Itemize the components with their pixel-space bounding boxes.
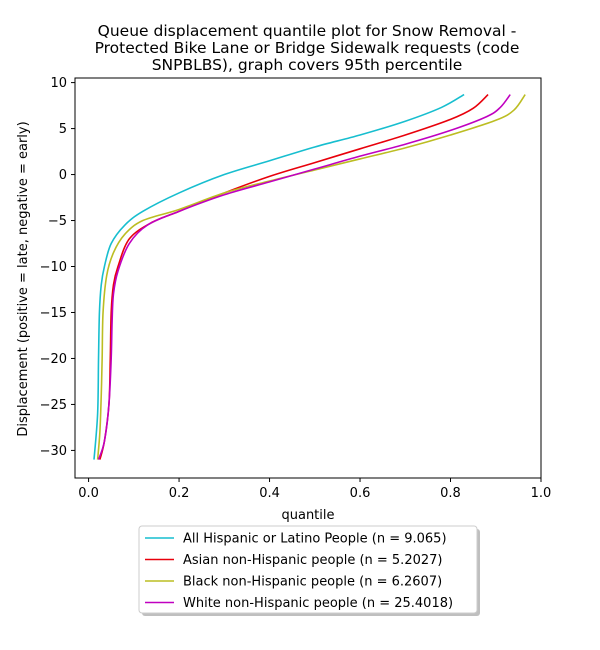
y-axis-label: Displacement (positive = late, negative …: [16, 121, 31, 436]
series-line-4: [97, 94, 511, 460]
x-tick-label: 0.8: [440, 486, 461, 501]
y-tick-label: 0: [59, 168, 67, 183]
y-tick-label: −20: [40, 352, 67, 367]
x-tick-label: 0.6: [350, 486, 371, 501]
title-line-3: SNPBLBS), graph covers 95th percentile: [152, 56, 463, 74]
legend-box: [138, 525, 478, 614]
series-lines: [93, 93, 526, 460]
x-axis-ticks: 0.0 0.2 0.4 0.6 0.8 1.0: [78, 478, 551, 501]
y-tick-label: −25: [40, 398, 67, 413]
legend-label: All Hispanic or Latino People (n = 9.065…: [183, 532, 447, 547]
legend-label: Asian non-Hispanic people (n = 5.2027): [183, 553, 442, 568]
x-tick-label: 1.0: [531, 486, 552, 501]
legend: All Hispanic or Latino People (n = 9.065…: [138, 525, 480, 616]
y-axis-ticks: 10 5 0 −5 −10 −15 −20 −25 −30: [40, 76, 75, 459]
title-line-1: Queue displacement quantile plot for Sno…: [98, 22, 517, 40]
y-tick-label: −5: [48, 214, 67, 229]
series-line-2: [99, 93, 489, 460]
legend-label: Black non-Hispanic people (n = 6.2607): [183, 575, 442, 590]
series-line-3: [96, 94, 526, 460]
y-tick-label: −30: [40, 444, 67, 459]
y-tick-label: −10: [40, 260, 67, 275]
y-tick-label: −15: [40, 306, 67, 321]
series-line-1: [93, 93, 465, 460]
legend-label: White non-Hispanic people (n = 25.4018): [183, 596, 453, 611]
plot-area: [74, 77, 542, 479]
title-line-2: Protected Bike Lane or Bridge Sidewalk r…: [95, 39, 520, 57]
chart-title: Queue displacement quantile plot for Sno…: [95, 22, 520, 74]
x-tick-label: 0.2: [169, 486, 190, 501]
x-axis-label: quantile: [281, 508, 334, 523]
x-tick-label: 0.0: [78, 486, 99, 501]
y-tick-label: 10: [50, 76, 67, 91]
x-tick-label: 0.4: [259, 486, 280, 501]
y-tick-label: 5: [59, 122, 67, 137]
